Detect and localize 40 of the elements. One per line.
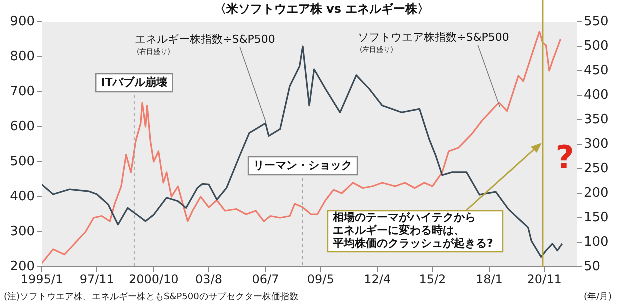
y2-tick-label: 300	[584, 136, 609, 152]
y2-tick-label: 150	[584, 210, 609, 226]
ref-line-label: ITバブル崩壊	[101, 76, 168, 89]
y-tick-label: 400	[10, 189, 35, 204]
chart-title: 〈米ソフトウエア株 vs エネルギー株〉	[214, 2, 430, 16]
y-tick-label: 900	[10, 14, 35, 30]
y-tick-label: 700	[10, 84, 35, 100]
y2-tick-label: 400	[584, 88, 609, 103]
y-tick-label: 500	[10, 154, 35, 170]
y-tick-label: 800	[10, 49, 35, 64]
y2-tick-label: 450	[584, 63, 609, 78]
x-tick-label: 2000/10	[128, 272, 179, 286]
y-tick-label: 300	[10, 224, 35, 240]
x-tick-label: 06/7	[252, 272, 280, 286]
y-tick-label: 600	[10, 119, 35, 134]
annotation: エネルギーに変わる時は、	[333, 224, 465, 237]
text: (注)ソフトウエア株、エネルギー株ともS&P500のサブセクター株価指数	[4, 291, 298, 302]
x-tick-label: 03/8	[196, 272, 222, 286]
text: エネルギー株指数÷S&P500	[135, 32, 276, 46]
x-tick-label: 1995/1	[20, 272, 64, 286]
x-tick-label: 09/5	[307, 272, 334, 286]
y2-tick-label: 200	[584, 186, 609, 201]
x-tick-label: 97/11	[80, 272, 114, 286]
x-tick-label: 18/1	[476, 272, 503, 286]
y2-tick-label: 100	[584, 234, 609, 250]
x-tick-label: 15/2	[419, 272, 446, 286]
y-tick-label: 200	[10, 259, 35, 274]
y2-tick-label: 50	[584, 259, 601, 274]
x-axis-title: (年/月)	[584, 291, 612, 302]
y2-tick-label: 350	[584, 112, 609, 128]
annotation: ?	[556, 138, 574, 176]
x-tick-label: 12/4	[364, 272, 392, 286]
x-tick-label: 20/11	[527, 272, 562, 286]
text: ソフトウエア株指数÷S&P500	[358, 30, 510, 44]
y2-tick-label: 550	[584, 14, 609, 30]
ref-line-label: リーマン・ショック	[254, 158, 353, 172]
annotation: 平均株価のクラッシュが起きる?	[332, 236, 494, 250]
y2-tick-label: 500	[584, 38, 609, 54]
annotation: 相場のテーマがハイテクから	[332, 210, 476, 224]
y2-tick-label: 250	[584, 161, 609, 176]
